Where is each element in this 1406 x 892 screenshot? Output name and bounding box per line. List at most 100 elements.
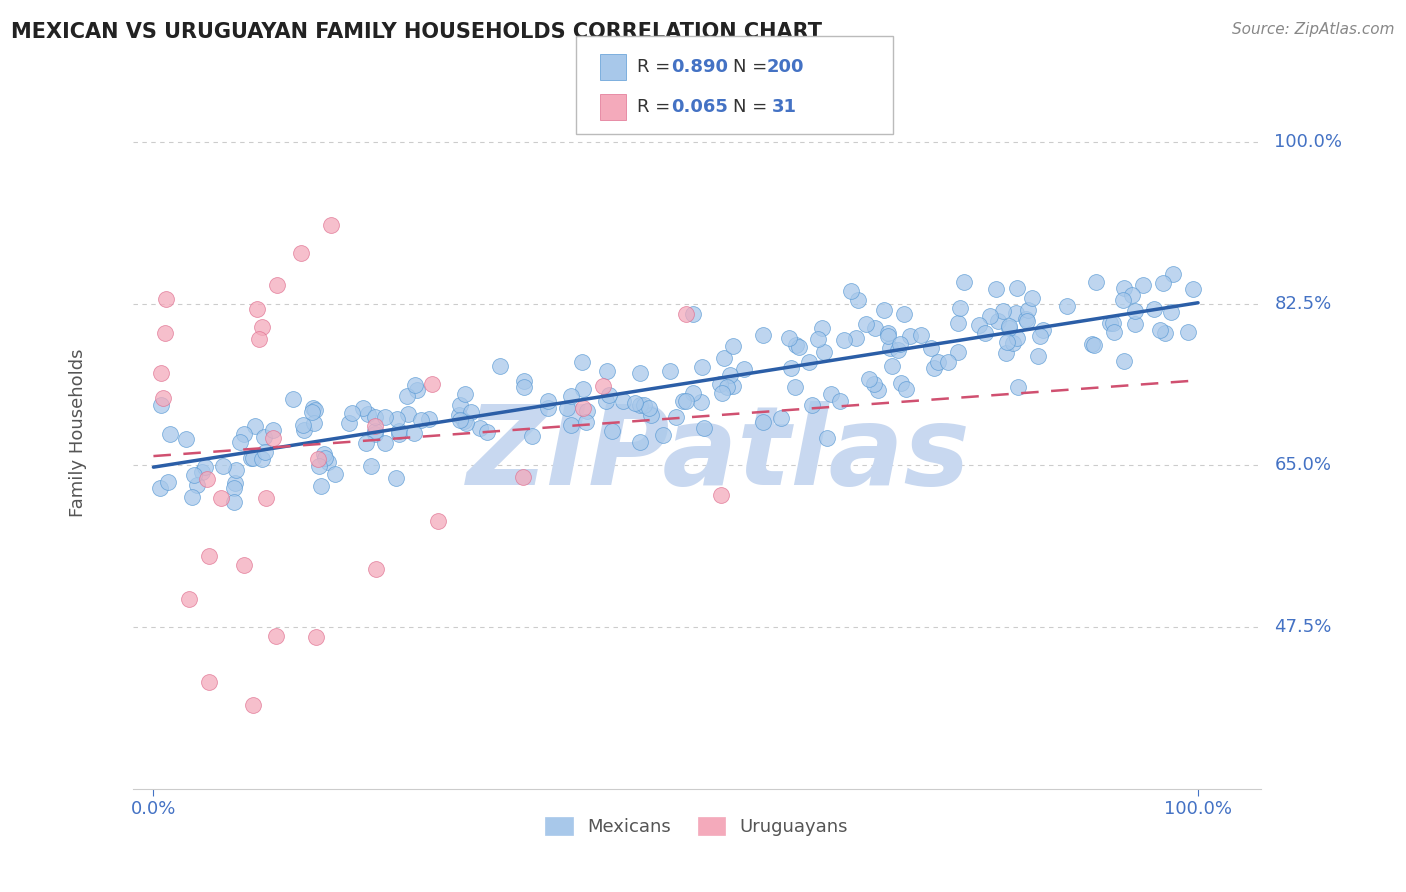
Point	[690, 394, 713, 409]
Point	[149, 366, 172, 380]
Point	[222, 481, 245, 495]
Point	[967, 318, 990, 332]
Point	[721, 339, 744, 353]
Text: 200: 200	[766, 58, 804, 76]
Point	[374, 436, 396, 450]
Point	[242, 698, 264, 713]
Point	[253, 430, 276, 444]
Point	[363, 427, 385, 442]
Point	[1152, 277, 1174, 291]
Point	[894, 382, 917, 396]
Point	[690, 360, 713, 375]
Point	[489, 359, 512, 373]
Point	[1112, 281, 1135, 295]
Point	[388, 425, 411, 439]
Point	[807, 332, 830, 346]
Point	[209, 491, 232, 505]
Point	[1163, 267, 1185, 281]
Point	[352, 401, 374, 415]
Point	[946, 345, 969, 359]
Point	[711, 385, 734, 400]
Point	[927, 355, 949, 369]
Point	[855, 318, 877, 332]
Point	[920, 342, 942, 356]
Point	[994, 346, 1017, 360]
Point	[1015, 314, 1038, 328]
Point	[1004, 306, 1026, 320]
Point	[304, 403, 326, 417]
Text: Source: ZipAtlas.com: Source: ZipAtlas.com	[1232, 22, 1395, 37]
Point	[598, 388, 620, 402]
Point	[225, 463, 247, 477]
Point	[536, 394, 558, 409]
Point	[404, 378, 426, 392]
Point	[910, 327, 932, 342]
Point	[318, 455, 340, 469]
Point	[291, 418, 314, 433]
Point	[262, 423, 284, 437]
Point	[995, 335, 1018, 350]
Point	[769, 410, 792, 425]
Point	[246, 301, 269, 316]
Point	[242, 451, 264, 466]
Point	[1005, 281, 1028, 295]
Point	[453, 414, 475, 428]
Point	[314, 450, 336, 465]
Point	[555, 401, 578, 415]
Point	[1032, 323, 1054, 337]
Point	[716, 380, 738, 394]
Point	[1017, 303, 1039, 318]
Point	[396, 407, 419, 421]
Point	[783, 379, 806, 393]
Point	[305, 631, 328, 645]
Point	[1098, 317, 1121, 331]
Point	[710, 488, 733, 502]
Point	[1101, 316, 1123, 330]
Point	[1121, 287, 1143, 301]
Point	[290, 246, 312, 260]
Point	[986, 282, 1008, 296]
Point	[1112, 354, 1135, 368]
Point	[785, 338, 807, 352]
Point	[877, 326, 900, 340]
Point	[991, 304, 1014, 318]
Point	[240, 451, 263, 466]
Point	[198, 675, 221, 690]
Point	[633, 398, 655, 412]
Point	[799, 355, 821, 369]
Point	[422, 376, 444, 391]
Point	[709, 376, 731, 391]
Point	[357, 407, 380, 421]
Point	[312, 447, 335, 461]
Point	[363, 419, 385, 434]
Point	[571, 355, 593, 369]
Point	[872, 303, 894, 318]
Point	[652, 427, 675, 442]
Point	[364, 410, 387, 425]
Point	[953, 275, 976, 289]
Text: MEXICAN VS URUGUAYAN FAMILY HOUSEHOLDS CORRELATION CHART: MEXICAN VS URUGUAYAN FAMILY HOUSEHOLDS C…	[11, 22, 823, 42]
Point	[388, 426, 411, 441]
Point	[973, 326, 995, 340]
Point	[682, 386, 704, 401]
Point	[658, 364, 681, 378]
Point	[1007, 380, 1029, 394]
Text: 100.0%: 100.0%	[1274, 133, 1343, 151]
Point	[1028, 329, 1050, 343]
Point	[692, 421, 714, 435]
Point	[232, 426, 254, 441]
Point	[321, 218, 343, 232]
Point	[845, 330, 868, 344]
Text: 31: 31	[772, 98, 797, 116]
Point	[1021, 291, 1043, 305]
Point	[596, 364, 619, 378]
Point	[879, 342, 901, 356]
Point	[665, 410, 688, 425]
Point	[1056, 299, 1078, 313]
Point	[787, 340, 810, 354]
Text: Family Households: Family Households	[69, 349, 87, 517]
Point	[253, 445, 276, 459]
Point	[155, 292, 177, 306]
Point	[512, 469, 534, 483]
Point	[628, 434, 651, 449]
